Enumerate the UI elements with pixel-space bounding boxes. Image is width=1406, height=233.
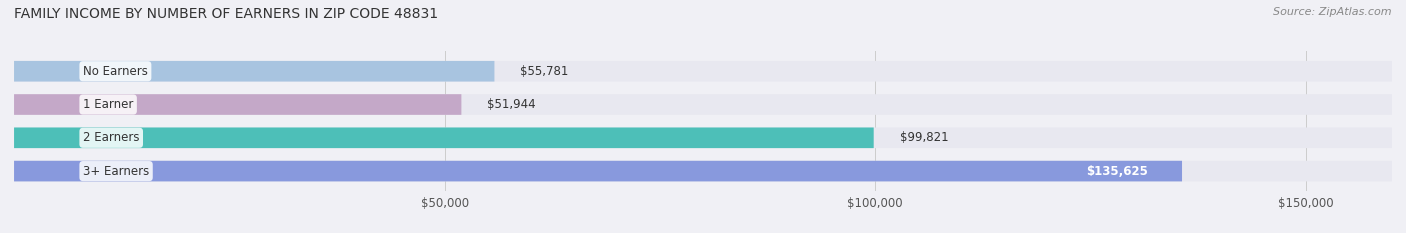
FancyBboxPatch shape (14, 161, 1392, 182)
FancyBboxPatch shape (14, 161, 1182, 182)
Text: $55,781: $55,781 (520, 65, 568, 78)
FancyBboxPatch shape (14, 127, 873, 148)
FancyBboxPatch shape (14, 94, 461, 115)
FancyBboxPatch shape (14, 61, 1392, 82)
Text: $135,625: $135,625 (1085, 164, 1147, 178)
FancyBboxPatch shape (14, 61, 495, 82)
Text: FAMILY INCOME BY NUMBER OF EARNERS IN ZIP CODE 48831: FAMILY INCOME BY NUMBER OF EARNERS IN ZI… (14, 7, 439, 21)
Text: $99,821: $99,821 (900, 131, 948, 144)
Text: 3+ Earners: 3+ Earners (83, 164, 149, 178)
Text: $51,944: $51,944 (488, 98, 536, 111)
Text: No Earners: No Earners (83, 65, 148, 78)
Text: Source: ZipAtlas.com: Source: ZipAtlas.com (1274, 7, 1392, 17)
FancyBboxPatch shape (14, 127, 1392, 148)
Text: 1 Earner: 1 Earner (83, 98, 134, 111)
Text: 2 Earners: 2 Earners (83, 131, 139, 144)
FancyBboxPatch shape (14, 94, 1392, 115)
